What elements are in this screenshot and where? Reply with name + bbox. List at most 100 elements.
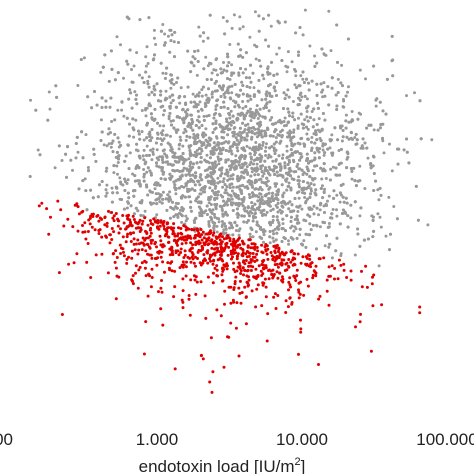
gray-point	[233, 126, 237, 130]
gray-point	[321, 95, 325, 99]
gray-point	[318, 130, 322, 134]
gray-point	[252, 112, 256, 116]
red-point	[267, 269, 270, 272]
gray-point	[217, 152, 221, 156]
red-point	[358, 320, 362, 324]
gray-point	[155, 161, 158, 165]
red-point	[247, 283, 250, 287]
gray-point	[282, 107, 285, 110]
red-point	[236, 238, 240, 241]
red-point	[265, 252, 269, 256]
gray-point	[339, 81, 343, 85]
gray-point	[127, 167, 131, 170]
gray-point	[248, 152, 252, 156]
gray-point	[132, 212, 136, 216]
red-point	[418, 311, 422, 315]
gray-point	[360, 144, 364, 148]
red-point	[127, 224, 130, 228]
gray-point	[91, 196, 95, 200]
gray-point	[230, 197, 234, 201]
red-point	[114, 266, 118, 270]
red-point	[154, 240, 157, 244]
gray-point	[298, 142, 302, 146]
gray-point	[198, 146, 202, 150]
red-point	[131, 279, 134, 283]
gray-point	[228, 226, 232, 230]
gray-point	[236, 215, 240, 219]
gray-point	[196, 60, 200, 63]
gray-point	[305, 106, 309, 110]
gray-point	[305, 77, 308, 81]
red-point	[299, 261, 303, 265]
red-point	[236, 254, 240, 258]
gray-point	[313, 177, 317, 180]
gray-point	[177, 178, 181, 182]
gray-point	[356, 179, 360, 183]
gray-point	[194, 155, 198, 158]
gray-point	[289, 131, 293, 135]
gray-point	[290, 144, 294, 147]
red-point	[223, 289, 227, 293]
gray-point	[135, 148, 138, 152]
red-point	[245, 255, 249, 259]
red-point	[138, 218, 142, 222]
red-point	[181, 300, 185, 304]
red-point	[243, 285, 247, 289]
red-point	[287, 258, 291, 261]
red-point	[284, 311, 288, 314]
gray-point	[243, 128, 247, 132]
gray-point	[161, 139, 164, 143]
red-point	[345, 276, 349, 279]
gray-point	[319, 166, 323, 170]
red-point	[260, 304, 264, 308]
red-point	[194, 243, 198, 247]
gray-point	[230, 189, 234, 193]
gray-point	[243, 157, 247, 161]
gray-point	[309, 189, 313, 193]
gray-point	[349, 167, 353, 170]
red-point	[271, 276, 275, 280]
gray-point	[285, 155, 289, 159]
gray-point	[200, 94, 204, 98]
gray-point	[378, 186, 382, 190]
gray-point	[269, 24, 273, 28]
gray-point	[354, 184, 358, 188]
gray-point	[150, 128, 154, 131]
red-point	[118, 243, 122, 247]
gray-point	[137, 179, 141, 183]
gray-point	[230, 223, 233, 227]
gray-point	[175, 160, 179, 164]
gray-point	[200, 214, 204, 218]
gray-point	[266, 179, 270, 183]
gray-point	[290, 203, 294, 207]
gray-point	[338, 222, 342, 226]
gray-point	[182, 166, 186, 170]
red-point	[157, 290, 160, 294]
red-point	[216, 274, 220, 278]
gray-point	[302, 123, 306, 127]
gray-point	[243, 161, 247, 165]
red-point	[314, 274, 318, 278]
red-point	[299, 280, 303, 284]
gray-point	[244, 76, 248, 80]
gray-point	[191, 128, 195, 132]
gray-point	[141, 154, 145, 158]
gray-point	[205, 204, 209, 208]
red-point	[155, 263, 159, 267]
red-point	[56, 199, 60, 203]
gray-point	[291, 237, 295, 241]
gray-point	[278, 208, 282, 212]
gray-point	[356, 232, 360, 236]
red-point	[106, 271, 110, 275]
gray-point	[236, 103, 240, 107]
gray-point	[102, 143, 106, 147]
gray-point	[207, 180, 211, 184]
gray-point	[349, 131, 353, 135]
gray-point	[222, 130, 226, 134]
gray-point	[292, 209, 296, 213]
red-point	[181, 277, 185, 281]
gray-point	[155, 213, 159, 217]
gray-point	[238, 126, 242, 130]
gray-point	[189, 200, 193, 204]
gray-point	[234, 229, 238, 232]
